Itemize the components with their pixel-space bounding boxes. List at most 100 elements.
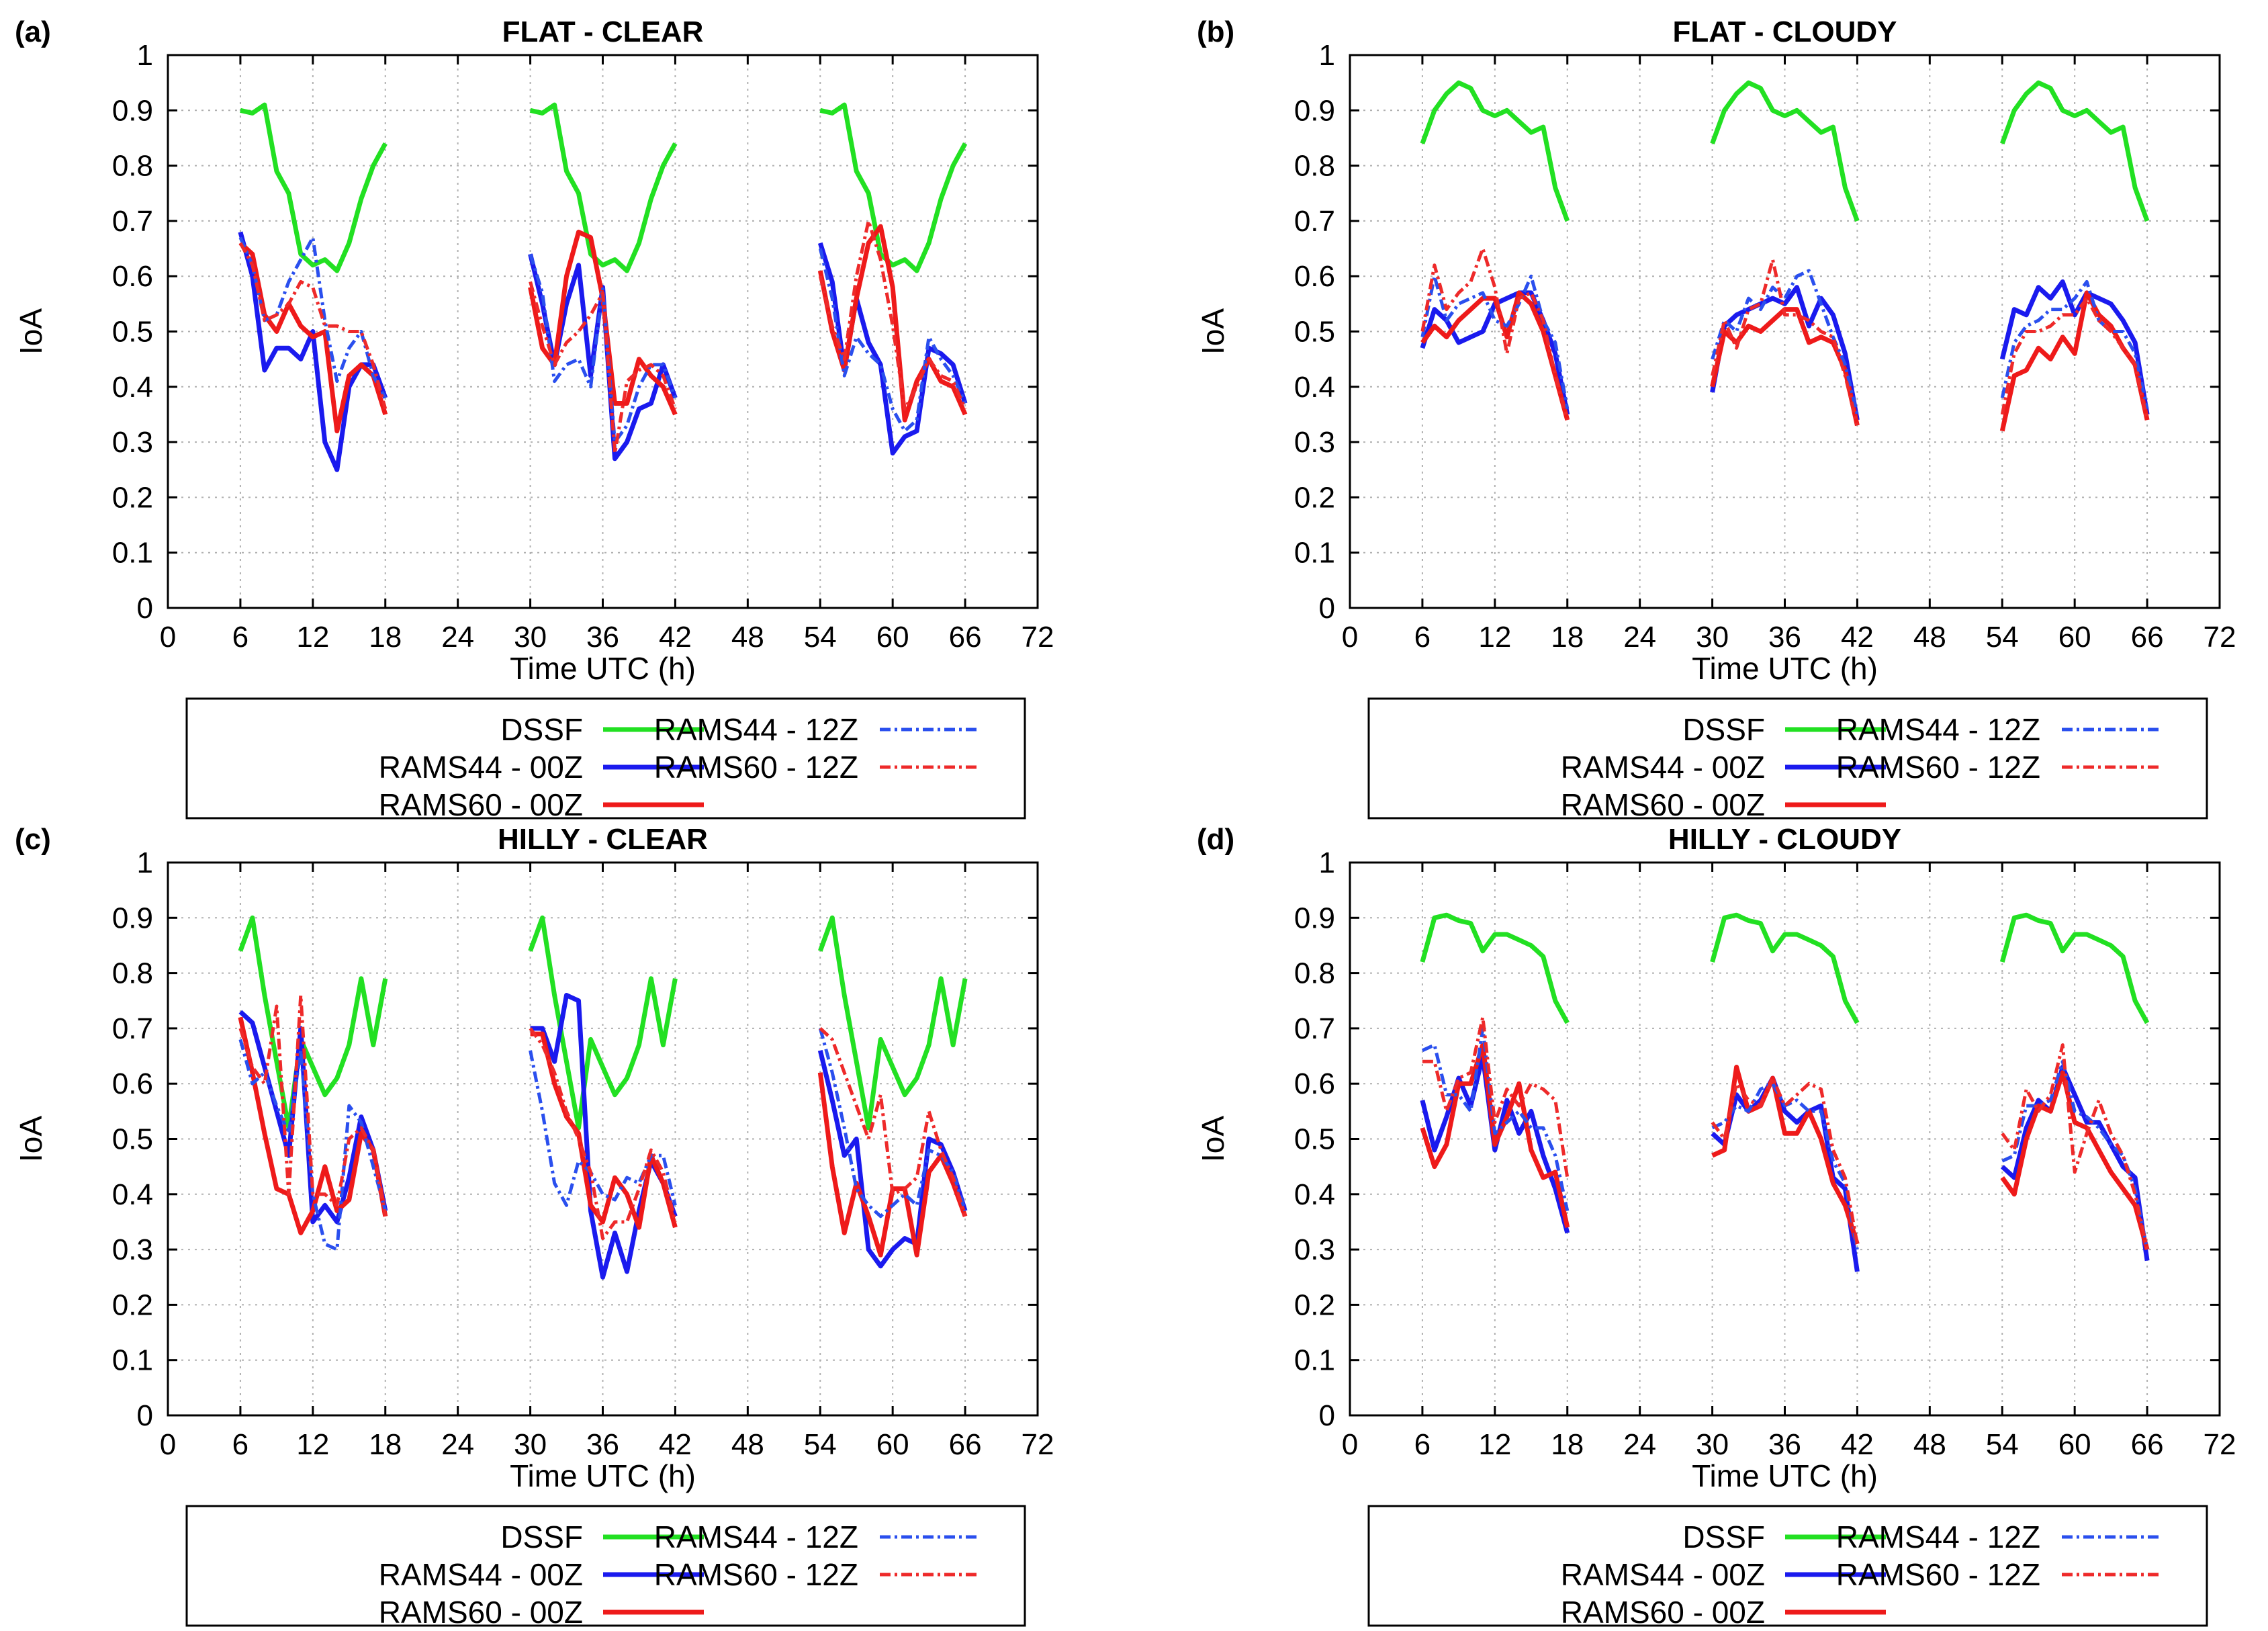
series-line-rams44-seg1 [1420, 1053, 1570, 1234]
y-tick-label: 1 [1319, 846, 1335, 879]
x-tick-label: 60 [2058, 1428, 2091, 1461]
y-tick-label: 0.8 [1294, 957, 1335, 990]
x-axis-label: Time UTC (h) [1692, 651, 1878, 686]
chart-panel-b: 0 6 12 18 24 30 36 42 48 54 60 66 72 0 0.1 0.2 0.3 0.4 0.5… [1195, 15, 2236, 822]
series-line-rams60_12-seg2 [529, 1027, 677, 1241]
series-line-rams60-seg2 [1711, 1065, 1860, 1245]
series-line-dssf-seg1 [1420, 912, 1570, 1024]
x-tick-label: 60 [876, 621, 909, 654]
x-tick-label: 48 [731, 1428, 764, 1461]
panel-label: (c) [15, 823, 51, 856]
y-tick-label: 0.6 [1294, 260, 1335, 293]
legend-label-rams44_12: RAMS44 - 12Z [1836, 712, 2040, 747]
x-tick-label: 6 [1414, 1428, 1431, 1461]
chart-panel-d: 0 6 12 18 24 30 36 42 48 54 60 66 72 0 0.1 0.2 0.3 0.4 0.5… [1195, 823, 2236, 1630]
y-tick-label: 0.4 [1294, 371, 1335, 404]
x-tick-label: 48 [731, 621, 764, 654]
y-tick-label: 0.2 [112, 1288, 153, 1321]
y-axis-label: IoA [13, 1116, 48, 1162]
legend-box [185, 697, 1026, 820]
y-tick-label: 1 [1319, 39, 1335, 72]
panel-label: (d) [1197, 823, 1234, 856]
series-line-rams60-seg1 [1420, 290, 1570, 421]
legend-label-rams60_12: RAMS60 - 12Z [1836, 750, 2040, 785]
y-tick-label: 0.5 [1294, 1123, 1335, 1156]
series-line-rams60-seg1 [1420, 1043, 1570, 1228]
series-line-rams44_12-seg3 [818, 1028, 967, 1219]
series-line-rams60_12-seg1 [238, 242, 388, 410]
x-tick-label: 72 [1022, 621, 1054, 654]
y-tick-label: 0.4 [112, 1178, 153, 1211]
y-tick-label: 0 [1319, 592, 1335, 625]
series-line-dssf-seg2 [1710, 80, 1860, 222]
y-tick-label: 1 [137, 39, 153, 72]
legend-box [1367, 697, 2208, 820]
series-line-dssf-seg3 [818, 915, 968, 1131]
series-line-dssf-seg3 [2000, 80, 2150, 222]
series-line-rams44_12-seg2 [1711, 1082, 1859, 1250]
y-tick-label: 0.7 [112, 1012, 153, 1045]
x-tick-label: 24 [1623, 621, 1656, 654]
x-tick-label: 6 [232, 621, 248, 654]
series-line-dssf-seg2 [529, 102, 678, 273]
y-tick-label: 0.5 [112, 316, 153, 349]
y-tick-label: 0.9 [1294, 94, 1335, 127]
series-line-rams44_12-seg3 [818, 248, 967, 433]
series-line-rams60_12-seg3 [2001, 1043, 2149, 1250]
x-tick-label: 48 [1913, 1428, 1946, 1461]
x-tick-label: 42 [1841, 621, 1874, 654]
legend-label-rams44_12: RAMS44 - 12Z [1836, 1519, 2040, 1554]
x-tick-label: 66 [949, 621, 982, 654]
chart-panel-c: 0 6 12 18 24 30 36 42 48 54 60 66 72 0 0.1 0.2 0.3 0.4 0.5… [13, 823, 1054, 1630]
series-line-rams60_12-seg2 [1711, 258, 1859, 426]
y-tick-label: 0.8 [112, 150, 153, 183]
legend-label-rams44: RAMS44 - 00Z [379, 1557, 583, 1592]
chart-title: FLAT - CLOUDY [1672, 15, 1897, 48]
y-tick-label: 0.9 [112, 901, 153, 934]
series-line-rams60-seg1 [238, 1016, 388, 1235]
series-line-rams60_12-seg1 [238, 994, 388, 1217]
x-tick-label: 36 [1768, 621, 1801, 654]
x-tick-label: 24 [1623, 1428, 1656, 1461]
series-line-rams44_12-seg2 [1711, 269, 1859, 415]
chart-title: HILLY - CLEAR [498, 823, 708, 856]
series-line-dssf-seg2 [528, 915, 678, 1131]
series-line-rams44_12-seg3 [2001, 1059, 2149, 1250]
chart-title: FLAT - CLEAR [502, 15, 704, 48]
x-tick-label: 60 [876, 1428, 909, 1461]
y-tick-label: 1 [137, 846, 153, 879]
y-tick-label: 0.7 [1294, 1012, 1335, 1045]
x-axis-label: Time UTC (h) [510, 651, 696, 686]
chart-title: HILLY - CLOUDY [1668, 823, 1901, 856]
y-tick-label: 0.4 [1294, 1178, 1335, 1211]
x-tick-label: 42 [659, 1428, 692, 1461]
legend-box [185, 1505, 1026, 1627]
x-tick-label: 42 [659, 621, 692, 654]
y-tick-label: 0.3 [112, 1233, 153, 1266]
series-line-rams44-seg3 [2000, 1065, 2150, 1262]
series-line-rams60-seg3 [817, 1072, 968, 1258]
x-tick-label: 12 [296, 1428, 329, 1461]
x-tick-label: 18 [1551, 621, 1584, 654]
y-tick-label: 0.7 [112, 205, 153, 238]
y-axis-label: IoA [13, 308, 48, 355]
x-tick-label: 54 [1986, 621, 2019, 654]
series-line-dssf-seg1 [240, 102, 388, 273]
x-tick-label: 18 [1551, 1428, 1584, 1461]
legend-label-rams60_12: RAMS60 - 12Z [654, 1557, 858, 1592]
y-tick-label: 0.2 [1294, 1288, 1335, 1321]
series-line-rams44-seg3 [1999, 279, 2150, 415]
legend-label-rams44: RAMS44 - 00Z [1561, 1557, 1765, 1592]
x-tick-label: 30 [1696, 621, 1729, 654]
legend-label-dssf: DSSF [500, 712, 583, 747]
x-tick-label: 72 [2204, 1428, 2236, 1461]
series-line-rams44-seg3 [817, 1049, 968, 1269]
series-line-rams60_12-seg3 [818, 219, 967, 411]
series-line-rams44-seg2 [1710, 285, 1860, 421]
legend-label-rams60: RAMS60 - 00Z [1561, 787, 1765, 822]
legend-box [1367, 1505, 2208, 1627]
y-tick-label: 0.3 [112, 426, 153, 459]
